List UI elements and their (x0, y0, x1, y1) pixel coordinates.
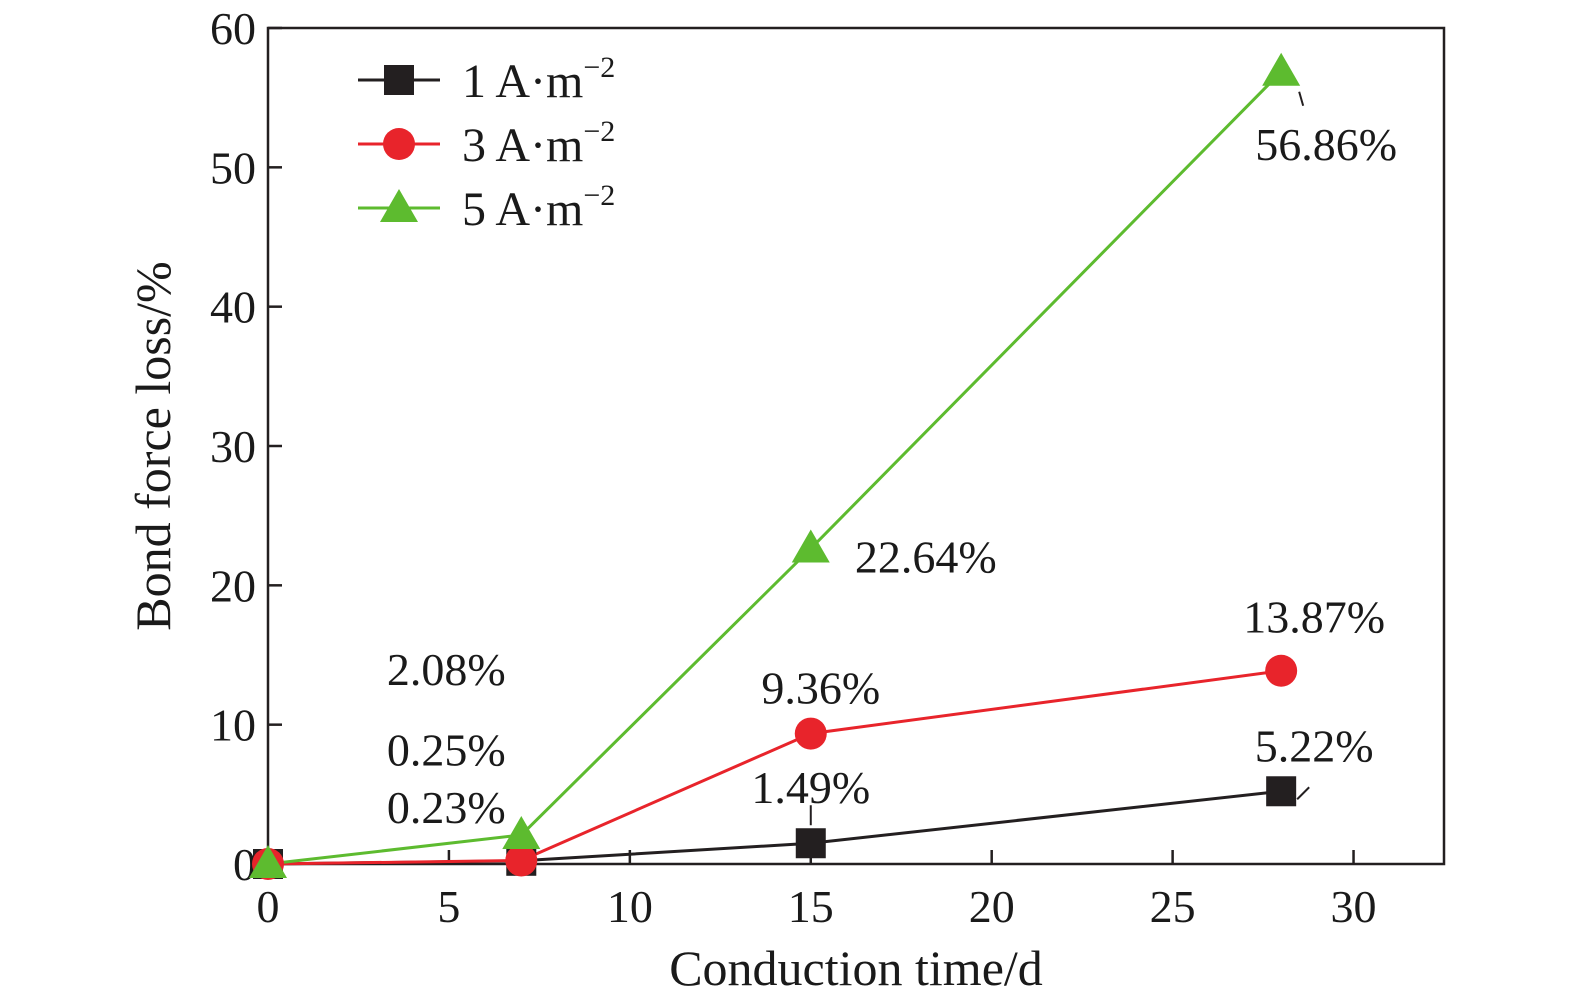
y-tick-label: 50 (210, 142, 256, 193)
data-label: 2.08% (387, 644, 506, 695)
legend-label-s3: 3 A·m−2 (462, 115, 615, 172)
marker-s1 (795, 828, 826, 859)
marker-s3 (794, 717, 827, 750)
legend-label-text: 3 A·m (462, 119, 583, 172)
marker-s3 (505, 844, 538, 877)
legend-label-text: 5 A·m (462, 183, 583, 236)
x-axis-title: Conduction time/d (669, 940, 1043, 996)
data-label: 56.86% (1255, 119, 1397, 170)
legend-marker-s1 (384, 65, 414, 95)
y-tick-label: 30 (210, 421, 256, 472)
data-label: 5.22% (1255, 720, 1374, 771)
data-label: 13.87% (1243, 592, 1385, 643)
marker-s3 (1265, 654, 1298, 687)
x-tick-label: 10 (607, 881, 653, 932)
x-tick-label: 25 (1150, 881, 1196, 932)
data-labels: 2.08% 0.25% 0.23% 1.49% 9.36% 22.64% 5.22% 13.8… (387, 91, 1397, 833)
series-lines (267, 70, 1283, 866)
y-tick-label: 10 (210, 700, 256, 751)
x-tick-label: 5 (437, 881, 460, 932)
marker-s5 (502, 816, 541, 850)
legend-marker-s5 (380, 189, 418, 222)
legend: 1 A·m−23 A·m−25 A·m−2 (358, 51, 615, 236)
y-tick-label: 60 (210, 3, 256, 54)
x-tick-label: 30 (1331, 881, 1377, 932)
series-line-s3 (267, 669, 1282, 866)
series-line-s5 (267, 70, 1283, 866)
x-tick-label: 0 (257, 881, 280, 932)
series-markers (249, 52, 1301, 880)
legend-label-superscript: −2 (583, 115, 615, 148)
legend-label-s1: 1 A·m−2 (462, 51, 615, 108)
x-tick-label: 20 (969, 881, 1015, 932)
y-axis-title: Bond force loss/% (125, 261, 181, 630)
legend-label-superscript: −2 (583, 179, 615, 212)
legend-label-superscript: −2 (583, 51, 615, 84)
marker-s5 (791, 529, 830, 563)
legend-label-text: 1 A·m (462, 55, 583, 108)
data-label: 1.49% (751, 762, 870, 813)
data-label: 0.25% (387, 725, 506, 776)
marker-s5 (1262, 52, 1301, 86)
data-label: 0.23% (387, 782, 506, 833)
marker-s1 (1266, 776, 1297, 807)
x-tick-label: 15 (788, 881, 834, 932)
leader-line (1298, 91, 1305, 107)
leader-line (1296, 786, 1310, 800)
data-label: 22.64% (855, 532, 997, 583)
legend-label-s5: 5 A·m−2 (462, 179, 615, 236)
marker-s5 (249, 845, 287, 878)
y-tick-label: 40 (210, 282, 256, 333)
data-label: 9.36% (761, 663, 880, 714)
y-tick-label: 20 (210, 560, 256, 611)
legend-marker-s3 (383, 128, 415, 160)
